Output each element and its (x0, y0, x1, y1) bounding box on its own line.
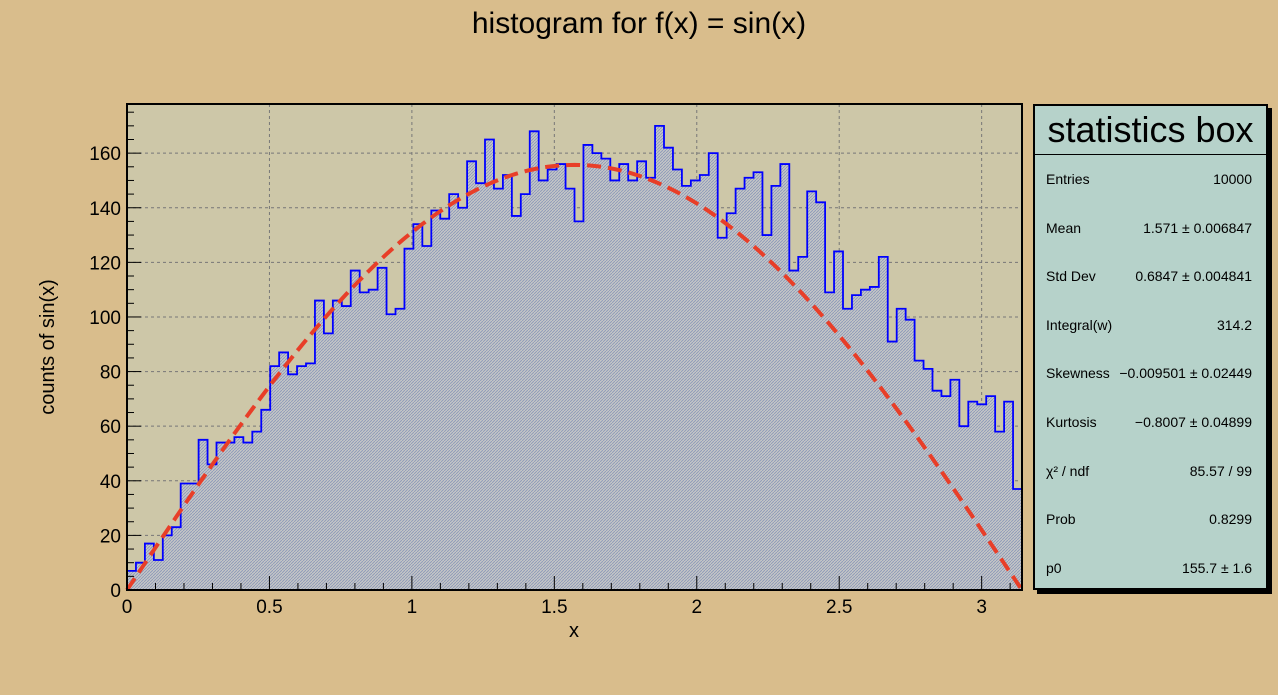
stats-row: Mean 1.571 ± 0.006847 (1035, 204, 1266, 253)
stats-row: Integral(w) 314.2 (1035, 301, 1266, 350)
stats-key: Kurtosis (1046, 413, 1097, 430)
y-tick-label: 140 (89, 199, 121, 220)
y-axis-label: counts of sin(x) (37, 279, 59, 415)
stats-value: 314.2 (1216, 316, 1252, 333)
histogram-fill (127, 125, 1022, 590)
plot-border (126, 103, 1023, 591)
x-tick-label: 1 (407, 597, 418, 618)
y-tick-label: 80 (100, 363, 121, 384)
stats-key: Mean (1046, 219, 1082, 236)
stats-key: Prob (1046, 511, 1076, 528)
stats-key: Std Dev (1046, 268, 1096, 285)
x-axis-label: x (569, 620, 579, 642)
statistics-rows: Entries 10000 Mean 1.571 ± 0.006847 Std Dev 0… (1035, 155, 1266, 592)
stats-row: Std Dev 0.6847 ± 0.004841 (1035, 252, 1266, 301)
stats-row: Kurtosis −0.8007 ± 0.04899 (1035, 398, 1266, 447)
y-tick-label: 20 (100, 526, 121, 547)
y-tick-label: 160 (89, 144, 121, 165)
stats-value: 85.57 / 99 (1189, 462, 1252, 479)
stats-key: Skewness (1046, 365, 1110, 382)
x-tick-label: 2 (691, 597, 702, 618)
axis-ticks (126, 111, 1011, 591)
stats-row: Entries 10000 (1035, 155, 1266, 204)
stats-key: χ² / ndf (1046, 462, 1090, 479)
stats-value: 0.6847 ± 0.004841 (1135, 268, 1252, 285)
stats-key: p0 (1046, 559, 1062, 576)
x-tick-label: 1.5 (541, 597, 567, 618)
histogram-outline (126, 124, 1023, 590)
y-tick-label: 40 (100, 472, 121, 493)
y-tick-label: 100 (89, 308, 121, 329)
stats-key: Entries (1046, 171, 1090, 187)
x-tick-label: 0 (122, 597, 133, 618)
stats-value: −0.009501 ± 0.02449 (1119, 365, 1252, 382)
stats-key: Integral(w) (1046, 316, 1113, 333)
stats-value: 1.571 ± 0.006847 (1143, 219, 1252, 236)
y-tick-label: 0 (110, 581, 121, 602)
chart-title: histogram for f(x) = sin(x) (472, 7, 806, 40)
stats-value: −0.8007 ± 0.04899 (1134, 413, 1252, 430)
x-tick-labels: 0 0.5 1 1.5 2 2.5 3 (122, 597, 987, 618)
stats-row: p0 155.7 ± 1.6 (1035, 544, 1266, 593)
x-tick-label: 2.5 (826, 597, 852, 618)
stats-row: Skewness −0.009501 ± 0.02449 (1035, 349, 1266, 398)
stats-value: 155.7 ± 1.6 (1182, 559, 1252, 576)
statistics-box-title: statistics box (1035, 106, 1266, 155)
stats-row: Prob 0.8299 (1035, 495, 1266, 544)
y-tick-label: 120 (89, 253, 121, 274)
stats-value: 0.8299 (1209, 511, 1252, 528)
y-tick-labels: 0 20 40 60 80 100 120 140 160 (89, 144, 121, 602)
x-tick-label: 3 (976, 597, 987, 618)
y-tick-label: 60 (100, 417, 121, 438)
fit-curve (125, 162, 1024, 592)
statistics-box: statistics box Entries 10000 Mean 1.571 ± 0… (1033, 104, 1268, 590)
stats-row: χ² / ndf 85.57 / 99 (1035, 447, 1266, 496)
stats-value: 10000 (1213, 171, 1252, 187)
x-tick-label: 0.5 (256, 597, 282, 618)
